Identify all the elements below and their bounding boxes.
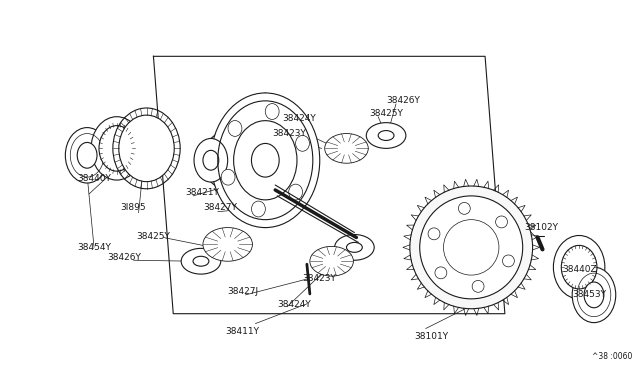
Ellipse shape	[561, 246, 597, 289]
Text: 38424Y: 38424Y	[277, 300, 311, 309]
Ellipse shape	[572, 267, 616, 323]
Ellipse shape	[335, 234, 374, 260]
Ellipse shape	[119, 115, 174, 182]
Ellipse shape	[296, 135, 310, 151]
Text: 38440Y: 38440Y	[77, 174, 111, 183]
Circle shape	[502, 255, 515, 267]
Text: 38101Y: 38101Y	[414, 332, 448, 341]
Ellipse shape	[265, 103, 279, 119]
Text: 38423Y: 38423Y	[302, 273, 336, 283]
Ellipse shape	[203, 228, 252, 261]
Ellipse shape	[584, 282, 604, 308]
Ellipse shape	[228, 121, 242, 137]
Circle shape	[410, 186, 532, 309]
Text: 38425Y: 38425Y	[136, 232, 170, 241]
Ellipse shape	[99, 126, 134, 171]
Ellipse shape	[234, 121, 297, 200]
Text: 38426Y: 38426Y	[386, 96, 420, 105]
Ellipse shape	[289, 184, 303, 200]
Ellipse shape	[324, 134, 368, 163]
Ellipse shape	[252, 144, 279, 177]
Text: 38440Z: 38440Z	[563, 264, 597, 274]
Ellipse shape	[211, 93, 320, 228]
Text: ^38 :0060: ^38 :0060	[592, 352, 632, 361]
Circle shape	[420, 196, 523, 299]
Text: 38421Y: 38421Y	[185, 189, 219, 198]
Ellipse shape	[221, 169, 235, 185]
Ellipse shape	[194, 138, 228, 182]
Text: 38427Y: 38427Y	[203, 203, 237, 212]
Text: 38411Y: 38411Y	[226, 327, 260, 336]
Ellipse shape	[252, 201, 266, 217]
Text: 3l895: 3l895	[121, 203, 147, 212]
Text: 38427J: 38427J	[228, 288, 259, 296]
Circle shape	[472, 280, 484, 292]
Text: 38426Y: 38426Y	[107, 253, 141, 262]
Ellipse shape	[554, 235, 605, 299]
Ellipse shape	[310, 246, 353, 276]
Circle shape	[495, 216, 508, 228]
Text: 38454Y: 38454Y	[77, 243, 111, 252]
Ellipse shape	[77, 142, 97, 168]
Ellipse shape	[91, 117, 143, 180]
Ellipse shape	[366, 123, 406, 148]
Circle shape	[428, 228, 440, 240]
Text: 38425Y: 38425Y	[369, 109, 403, 118]
Ellipse shape	[65, 128, 109, 183]
Text: 38453Y: 38453Y	[572, 291, 606, 299]
Text: 38102Y: 38102Y	[525, 223, 559, 232]
Ellipse shape	[181, 248, 221, 274]
Text: 38423Y: 38423Y	[272, 129, 306, 138]
Circle shape	[435, 267, 447, 279]
Circle shape	[458, 202, 470, 214]
Text: 38424Y: 38424Y	[282, 114, 316, 123]
